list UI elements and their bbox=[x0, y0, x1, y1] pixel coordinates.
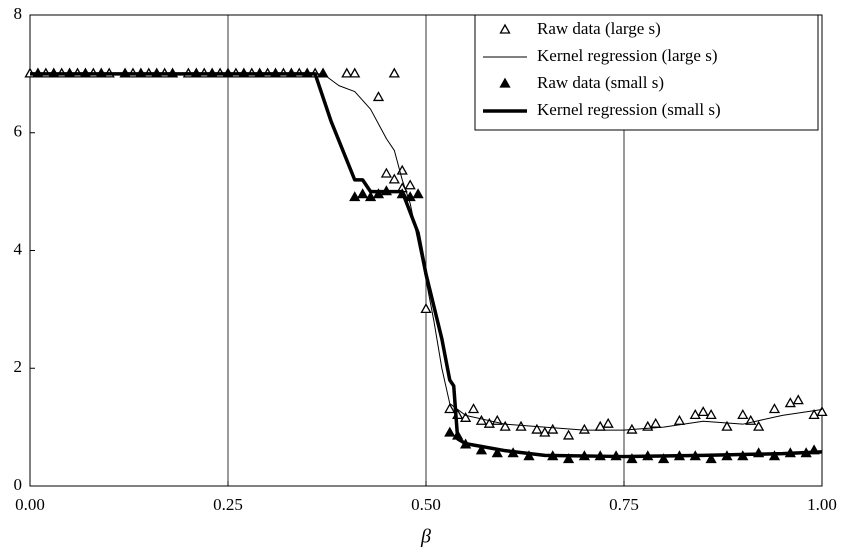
legend-label: Raw data (large s) bbox=[537, 19, 661, 38]
data-point bbox=[784, 397, 796, 408]
data-point bbox=[475, 444, 488, 455]
y-tick-label: 6 bbox=[14, 122, 23, 141]
data-point bbox=[420, 303, 432, 314]
data-point bbox=[547, 423, 559, 434]
data-point bbox=[349, 191, 361, 202]
legend-label: Kernel regression (small s) bbox=[537, 100, 721, 119]
x-tick-label: 0.75 bbox=[609, 495, 639, 514]
legend-label: Kernel regression (large s) bbox=[537, 46, 717, 65]
x-tick-label: 0.00 bbox=[15, 495, 45, 514]
data-point bbox=[768, 403, 781, 414]
data-point bbox=[491, 447, 503, 458]
data-point bbox=[475, 414, 488, 425]
data-point bbox=[673, 414, 686, 425]
data-point bbox=[705, 453, 717, 464]
data-point bbox=[404, 179, 416, 190]
data-point bbox=[364, 191, 377, 202]
y-tick-label: 0 bbox=[14, 475, 23, 494]
line bbox=[30, 73, 823, 431]
line bbox=[30, 72, 823, 459]
data-point bbox=[499, 420, 511, 431]
data-point bbox=[602, 417, 614, 428]
y-tick-label: 2 bbox=[14, 357, 23, 376]
data-point bbox=[349, 67, 361, 78]
data-point bbox=[444, 403, 456, 414]
plot-frame bbox=[29, 14, 823, 487]
data-point bbox=[808, 409, 820, 420]
data-point bbox=[380, 167, 393, 178]
data-point bbox=[737, 409, 749, 420]
data-point bbox=[388, 173, 400, 184]
x-tick-label: 1.00 bbox=[807, 495, 837, 514]
data-point bbox=[444, 426, 456, 437]
data-point bbox=[562, 429, 575, 440]
data-point bbox=[594, 420, 606, 431]
data-point bbox=[404, 191, 416, 202]
data-point bbox=[459, 411, 472, 422]
legend-marker bbox=[499, 23, 511, 34]
data-point bbox=[657, 453, 670, 464]
y-tick-label: 4 bbox=[14, 239, 23, 258]
data-point bbox=[523, 450, 535, 461]
data-point bbox=[562, 453, 575, 464]
data-point bbox=[721, 420, 733, 431]
data-point bbox=[317, 67, 329, 78]
legend-label: Raw data (small s) bbox=[537, 73, 664, 92]
x-tick-label: 0.25 bbox=[213, 495, 243, 514]
data-point bbox=[578, 423, 591, 434]
data-point bbox=[816, 406, 828, 417]
data-point bbox=[483, 417, 495, 428]
x-tick-label: 0.50 bbox=[411, 495, 441, 514]
data-point bbox=[412, 188, 424, 199]
data-point bbox=[467, 403, 480, 414]
legend-marker bbox=[499, 77, 511, 88]
data-point bbox=[650, 417, 662, 428]
legend-box bbox=[474, 14, 819, 131]
data-point bbox=[697, 406, 709, 417]
data-point bbox=[531, 423, 543, 434]
data-point bbox=[626, 453, 638, 464]
x-axis-label: β bbox=[420, 526, 431, 548]
data-point bbox=[341, 67, 353, 78]
data-point bbox=[388, 67, 400, 78]
data-point bbox=[357, 188, 369, 199]
data-point bbox=[515, 420, 527, 431]
data-point bbox=[372, 188, 385, 199]
data-point bbox=[792, 394, 804, 405]
data-point bbox=[372, 91, 385, 102]
data-point bbox=[539, 426, 551, 437]
data-point bbox=[705, 409, 717, 420]
data-point bbox=[689, 409, 701, 420]
data-point bbox=[753, 420, 765, 431]
y-tick-label: 8 bbox=[14, 4, 23, 23]
